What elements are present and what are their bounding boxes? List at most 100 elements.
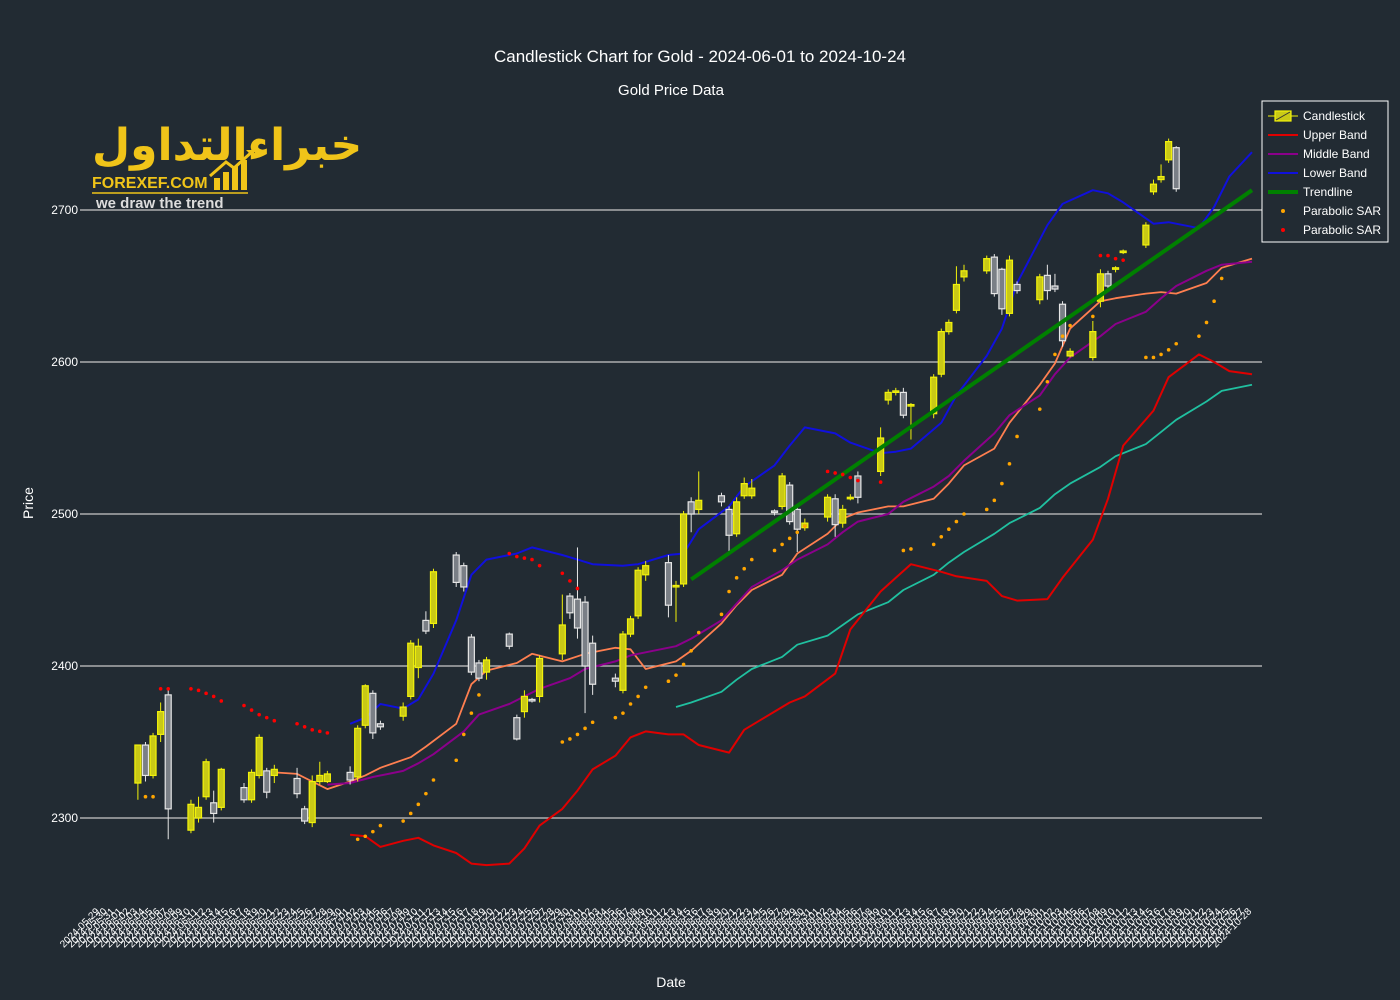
sar-point-orange — [962, 512, 966, 516]
sar-point-orange — [628, 702, 633, 706]
y-axis-title: Price — [20, 487, 36, 519]
candle — [566, 595, 574, 614]
candle — [460, 565, 468, 588]
candle — [1157, 175, 1165, 181]
candle — [301, 808, 309, 822]
candle — [945, 321, 953, 333]
candle — [619, 633, 627, 691]
sar-point-red — [1098, 253, 1103, 258]
legend-item: Trendline — [1268, 185, 1353, 199]
candle — [247, 771, 256, 801]
candle — [210, 802, 218, 815]
candle — [877, 437, 885, 473]
sar-point-orange — [371, 829, 375, 834]
sar-point-orange — [947, 527, 951, 531]
legend-item: Lower Band — [1268, 166, 1367, 180]
sar-point-orange — [1053, 352, 1057, 357]
legend: Candlestick Upper Band Middle Band Lower Ba… — [1261, 100, 1389, 243]
sar-point-orange — [613, 715, 618, 720]
sar-point-red — [560, 571, 565, 576]
x-axis-ticks: 2024-05-292024-05-302024-05-312024-06-01… — [58, 906, 1254, 950]
sar-point-orange — [1159, 352, 1163, 357]
candle — [1165, 141, 1173, 161]
candle — [687, 501, 695, 515]
candle — [672, 584, 680, 588]
candle — [748, 487, 756, 497]
sar-point-orange — [454, 758, 459, 763]
legend-box — [1261, 100, 1389, 243]
sar-point-orange — [1212, 299, 1216, 304]
sar-point-orange — [1174, 341, 1179, 346]
sar-point-orange — [689, 649, 693, 653]
candle — [611, 677, 619, 682]
candle — [823, 496, 832, 518]
sar-point-red — [196, 688, 201, 693]
trendline — [690, 188, 1254, 582]
sar-point-orange — [787, 536, 792, 541]
sar-point-orange — [1204, 320, 1209, 325]
sar-point-orange — [477, 693, 481, 697]
bar-chart-icon — [209, 148, 256, 190]
sar-point-orange — [954, 519, 959, 524]
candle — [839, 508, 847, 524]
candle — [414, 645, 422, 669]
legend-item: Parabolic SAR — [1281, 204, 1381, 218]
candle — [664, 562, 673, 606]
candle — [164, 694, 172, 810]
sar-point-red — [242, 703, 246, 708]
candle — [376, 723, 385, 728]
sar-point-red — [211, 694, 216, 699]
sar-point-red — [272, 718, 277, 723]
candle — [513, 717, 521, 740]
sar-point-orange — [636, 694, 640, 699]
sar-point-orange — [560, 740, 565, 744]
candle — [346, 771, 354, 781]
sar-point-red — [522, 556, 527, 560]
candle — [733, 501, 741, 535]
sar-point-orange — [803, 524, 807, 528]
candle — [467, 636, 475, 673]
candle — [778, 475, 786, 507]
candle — [316, 774, 324, 783]
candle — [626, 618, 635, 635]
sar-point-orange — [469, 711, 474, 715]
sar-point-orange — [1091, 314, 1095, 319]
legend-label: Parabolic SAR — [1303, 223, 1381, 237]
sar-point-orange — [1151, 355, 1156, 360]
sar-point-red — [840, 472, 845, 477]
logo-brand-text: FOREXEF.COM — [92, 175, 208, 192]
candle — [930, 376, 938, 415]
candle — [482, 659, 491, 673]
candle — [270, 768, 278, 777]
sar-point-red — [825, 469, 830, 474]
candle — [293, 777, 301, 795]
candle — [361, 685, 369, 726]
candle — [141, 744, 150, 777]
sar-point-red — [833, 471, 837, 475]
legend-item: Upper Band — [1268, 128, 1367, 142]
candle — [452, 554, 460, 583]
sar-point-red — [257, 712, 261, 717]
candle — [960, 270, 968, 278]
candle — [520, 695, 529, 713]
candle — [308, 780, 316, 824]
legend-label: Candlestick — [1303, 109, 1366, 123]
sar-point-red — [317, 729, 322, 734]
candle — [535, 657, 544, 698]
candle — [1051, 285, 1059, 290]
candle — [846, 496, 854, 500]
sar-point-orange — [461, 732, 466, 737]
sar-point-orange — [1068, 323, 1072, 328]
sar-point-red — [310, 728, 315, 732]
candle — [558, 624, 566, 655]
sar-point-orange — [424, 791, 428, 796]
candle — [354, 727, 362, 778]
sar-point-orange — [143, 794, 148, 799]
sar-point-red — [575, 586, 580, 591]
sar-point-red — [568, 579, 572, 583]
candle — [937, 331, 945, 375]
candle — [983, 258, 991, 272]
candle — [407, 642, 415, 698]
sar-point-red — [189, 687, 193, 691]
